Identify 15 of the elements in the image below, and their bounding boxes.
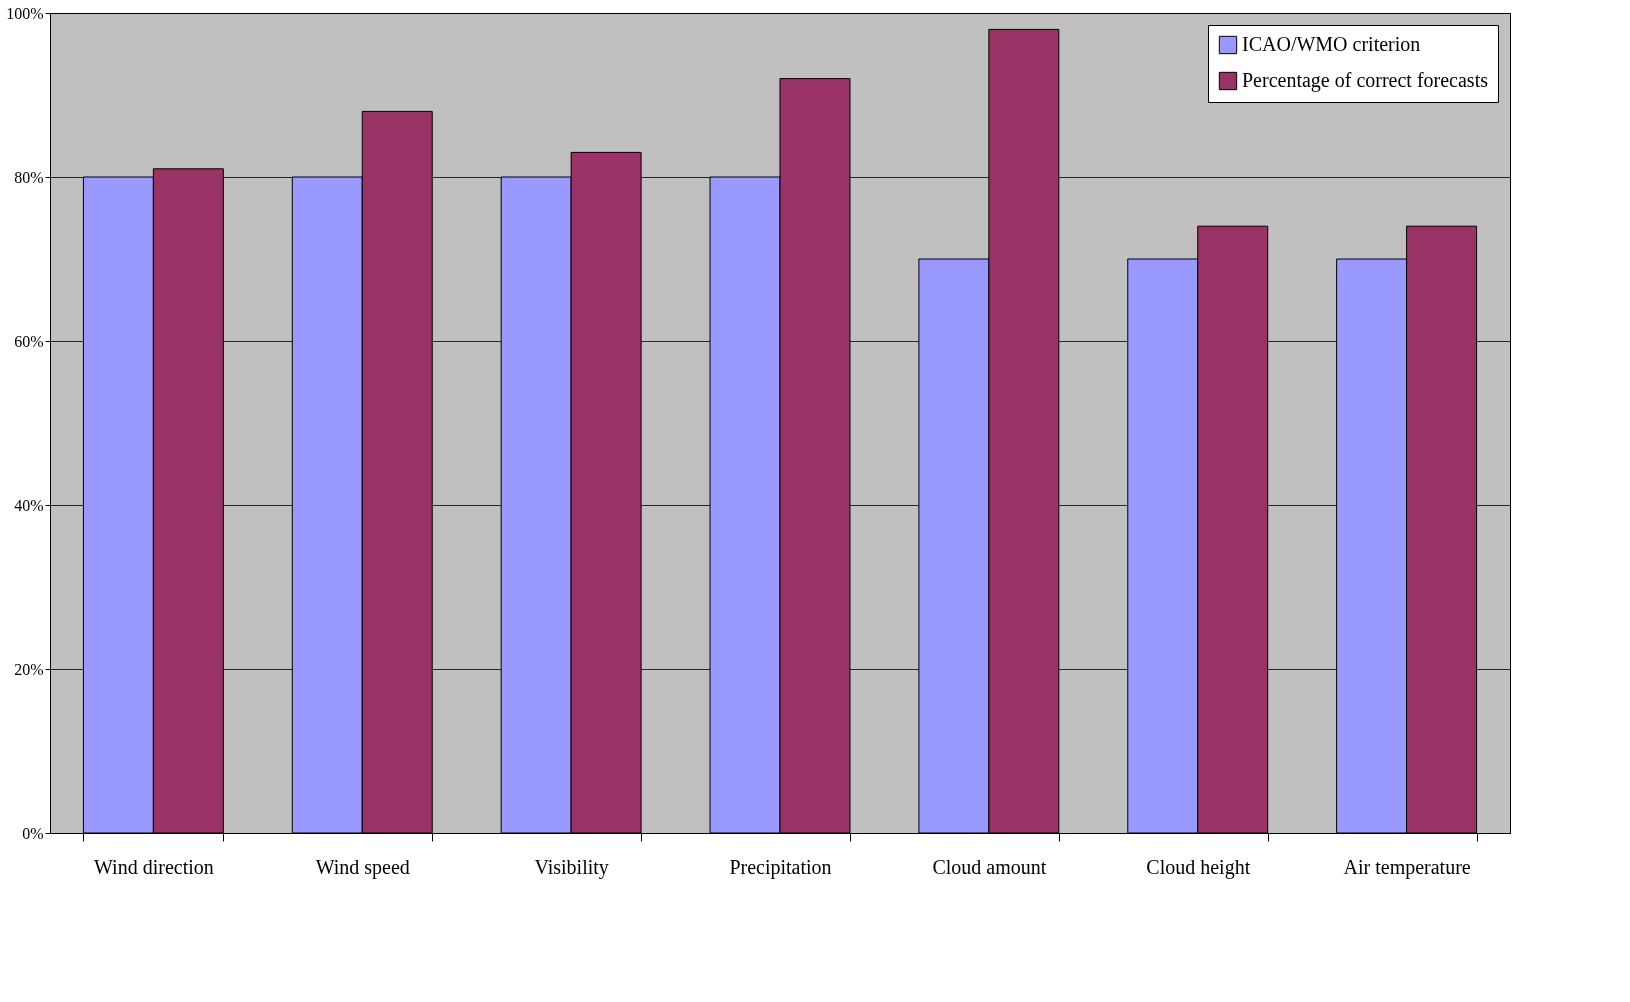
y-tick-label: 100% xyxy=(6,4,44,22)
y-tick-label: 0% xyxy=(22,824,44,842)
x-tick-label: Cloud amount xyxy=(932,855,1047,878)
x-tick-label: Visibility xyxy=(534,855,609,879)
x-tick-label: Air temperature xyxy=(1343,855,1471,879)
legend-label: ICAO/WMO criterion xyxy=(1242,33,1421,55)
y-tick-label: 40% xyxy=(14,496,44,514)
x-tick-label: Cloud height xyxy=(1146,855,1251,879)
y-tick-label: 80% xyxy=(14,168,44,186)
legend-label: Percentage of correct forecasts xyxy=(1242,69,1489,92)
y-tick-label: 20% xyxy=(14,660,44,678)
x-tick-label: Wind speed xyxy=(315,855,410,879)
x-tick-label: Wind direction xyxy=(94,855,214,878)
x-tick-label: Precipitation xyxy=(729,855,832,879)
y-tick-label: 60% xyxy=(14,332,44,350)
